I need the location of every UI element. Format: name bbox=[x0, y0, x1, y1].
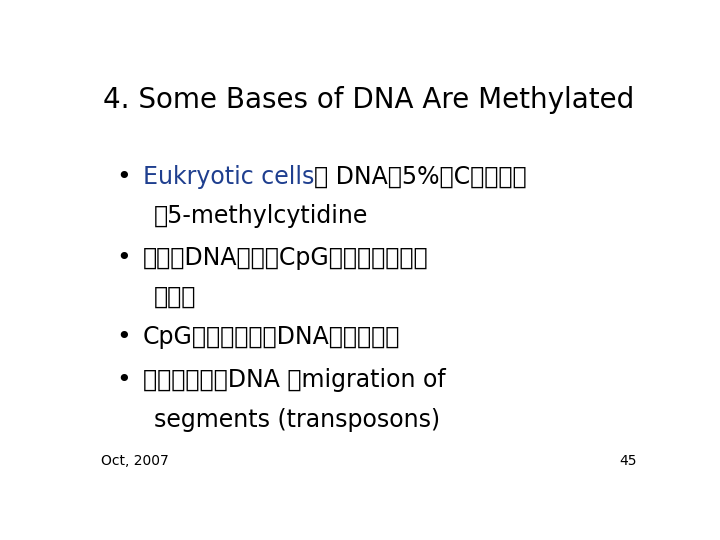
Text: 稱結構: 稱結構 bbox=[154, 285, 197, 309]
Text: 45: 45 bbox=[619, 454, 637, 468]
Text: 主要將DNA雙股之CpG甲基化，產生對: 主要將DNA雙股之CpG甲基化，產生對 bbox=[143, 246, 428, 269]
Text: 為5-methylcytidine: 為5-methylcytidine bbox=[154, 204, 369, 228]
Text: •: • bbox=[116, 246, 131, 269]
Text: 甲基化可抑制DNA 之migration of: 甲基化可抑制DNA 之migration of bbox=[143, 368, 446, 393]
Text: •: • bbox=[116, 368, 131, 393]
Text: 4. Some Bases of DNA Are Methylated: 4. Some Bases of DNA Are Methylated bbox=[104, 85, 634, 113]
Text: Oct, 2007: Oct, 2007 bbox=[101, 454, 169, 468]
Text: •: • bbox=[116, 165, 131, 188]
Text: segments (transposons): segments (transposons) bbox=[154, 408, 441, 432]
Text: CpG甲基化程度因DNA之區域而異: CpG甲基化程度因DNA之區域而異 bbox=[143, 325, 400, 349]
Text: Eukryotic cells: Eukryotic cells bbox=[143, 165, 315, 188]
Text: •: • bbox=[116, 325, 131, 349]
Text: ： DNA劙5%之C被甲基化: ： DNA劙5%之C被甲基化 bbox=[315, 165, 527, 188]
